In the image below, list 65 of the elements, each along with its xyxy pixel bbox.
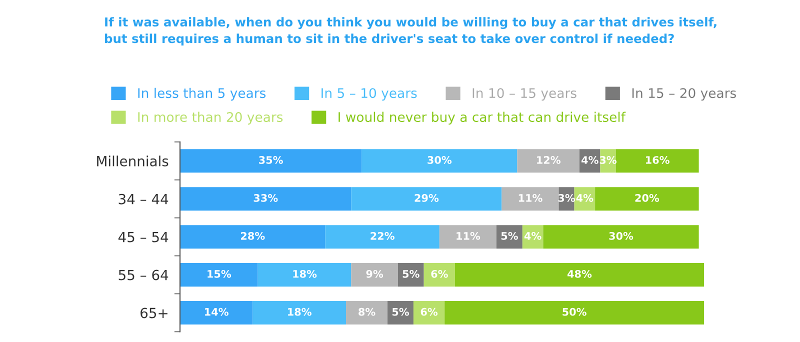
y-tick-label: 55 – 64 [118,270,168,280]
legend-label: In more than 20 years [138,112,283,125]
bar [351,187,502,211]
data-label: 4% [524,232,542,240]
bar [424,263,455,287]
bar [351,263,398,287]
bar [325,225,440,249]
data-label: 6% [420,308,438,316]
y-tick-label: 34 – 44 [118,194,168,204]
data-label: 30% [428,156,452,164]
bar [180,300,253,325]
data-label: 5% [392,308,410,316]
data-label: 18% [293,270,317,278]
bar [595,187,699,211]
bar [180,263,258,287]
data-label: 5% [501,232,518,240]
data-label: 5% [402,270,420,278]
chart-title: If it was available, when do you think you would be willing to buy a car that drives itself, but still requires a human to sit in the driver's seat to take over control if needed? [105,17,716,46]
data-label: 11% [518,194,542,202]
legend-label: In less than 5 years [138,88,266,101]
y-tick-label: Millennials [97,156,168,166]
bar [543,225,699,249]
data-label: 6% [431,270,448,278]
bar [444,300,704,325]
data-label: 11% [456,232,480,240]
bar [346,300,388,325]
data-label: 8% [358,308,376,316]
data-label: 30% [609,232,634,240]
bar [454,263,704,287]
bar [388,300,414,325]
data-label: 15% [208,270,232,278]
bar [398,263,424,287]
bar [258,263,352,287]
data-label: 28% [240,232,265,240]
bar [413,300,445,325]
data-label: 4% [576,194,594,202]
data-label: 12% [537,156,560,164]
data-label: 14% [205,308,228,316]
data-label: 22% [370,232,394,240]
data-label: 33% [254,194,278,202]
legend-label: In 15 – 20 years [632,88,736,101]
data-label: 20% [635,194,660,202]
bar [439,225,496,249]
data-label: 16% [646,156,670,164]
legend-label: In 5 – 10 years [322,88,417,101]
legend-label: In 10 – 15 years [472,88,576,101]
y-tick-label: 45 – 54 [118,232,168,242]
data-label: 35% [259,156,283,164]
bar [180,187,352,211]
legend-label: I would never buy a car that can drive itself [338,112,626,125]
data-label: 29% [414,194,439,202]
bar [502,187,559,211]
bar [517,149,580,173]
bar [496,225,522,249]
data-label: 18% [288,308,312,316]
data-label: 9% [366,270,384,278]
bar [616,149,699,173]
bar [180,149,362,173]
data-label: 50% [562,308,586,316]
data-label: 4% [581,156,598,164]
data-label: 48% [567,270,592,278]
bar [252,300,346,325]
y-tick-label: 65+ [140,308,168,318]
bar [180,225,326,249]
bar [362,149,518,173]
